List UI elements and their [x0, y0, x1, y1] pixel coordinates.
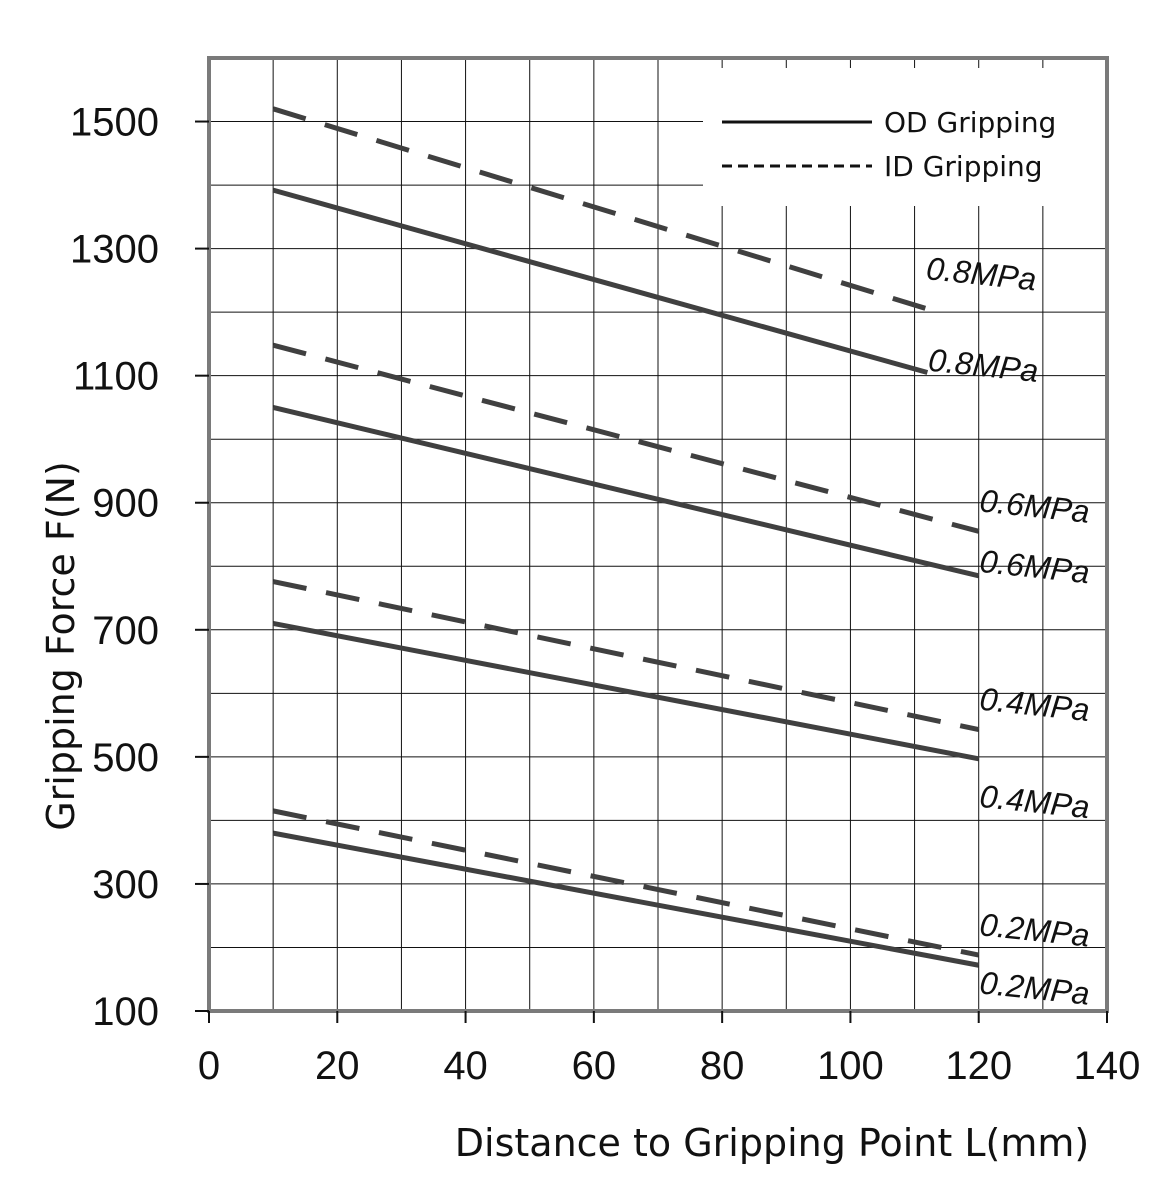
curve-label-0-4mpa: 0.4MPa	[978, 778, 1091, 825]
od-line-0-8mpa	[272, 187, 929, 375]
x-axis-title: Distance to Gripping Point L(mm)	[455, 1121, 1089, 1165]
od-line-0-2mpa	[272, 830, 980, 968]
y-tick-label: 900	[92, 482, 159, 526]
curve-label-0-2mpa: 0.2MPa	[978, 964, 1091, 1011]
y-axis-tick-labels: 100 300 500 700 900 1100 1300 1500	[70, 101, 159, 1034]
y-tick-label: 100	[92, 990, 159, 1034]
curve-label-0-8mpa: 0.8MPa	[925, 250, 1038, 297]
x-tick-label: 80	[700, 1044, 745, 1088]
x-tick-label: 0	[198, 1044, 220, 1088]
y-axis-ticks	[195, 120, 209, 1012]
y-tick-label: 700	[92, 609, 159, 653]
x-tick-label: 120	[945, 1044, 1012, 1088]
x-tick-label: 60	[572, 1044, 617, 1088]
legend: OD Gripping ID Gripping	[703, 68, 1105, 206]
legend-box	[703, 68, 1105, 206]
x-tick-label: 140	[1074, 1044, 1141, 1088]
x-tick-label: 100	[817, 1044, 884, 1088]
x-tick-label: 40	[443, 1044, 488, 1088]
curve-label-0-6mpa: 0.6MPa	[978, 543, 1091, 590]
curve-label-0-8mpa: 0.8MPa	[927, 342, 1040, 389]
x-axis-ticks	[208, 1011, 1108, 1023]
id-line-0-2mpa	[272, 808, 980, 958]
id-line-0-6mpa	[272, 342, 980, 534]
curve-label-0-2mpa: 0.2MPa	[978, 906, 1091, 953]
y-tick-label: 500	[92, 736, 159, 780]
y-tick-label: 1500	[70, 101, 159, 145]
y-tick-label: 300	[92, 863, 159, 907]
od-line-0-6mpa	[272, 405, 980, 579]
grid	[209, 58, 1107, 1011]
y-axis-title: Gripping Force F(N)	[39, 461, 83, 831]
legend-od-label: OD Gripping	[884, 106, 1056, 139]
od-line-0-4mpa	[272, 620, 980, 762]
x-tick-label: 20	[315, 1044, 360, 1088]
curve-label-0-4mpa: 0.4MPa	[978, 681, 1091, 728]
legend-id-label: ID Gripping	[884, 150, 1043, 183]
y-tick-label: 1300	[70, 228, 159, 272]
curve-labels: 0.8MPa 0.8MPa 0.6MPa 0.6MPa 0.4MPa 0.4MPa 0.2M…	[925, 250, 1092, 1012]
y-tick-label: 1100	[73, 355, 159, 399]
plot-frame	[207, 56, 1109, 1013]
series-layer	[272, 106, 980, 968]
curve-label-0-6mpa: 0.6MPa	[978, 482, 1091, 529]
x-axis-tick-labels: 0 20 40 60 80 100 120 140	[198, 1044, 1141, 1088]
id-line-0-4mpa	[272, 579, 980, 732]
id-line-0-8mpa	[272, 106, 929, 312]
